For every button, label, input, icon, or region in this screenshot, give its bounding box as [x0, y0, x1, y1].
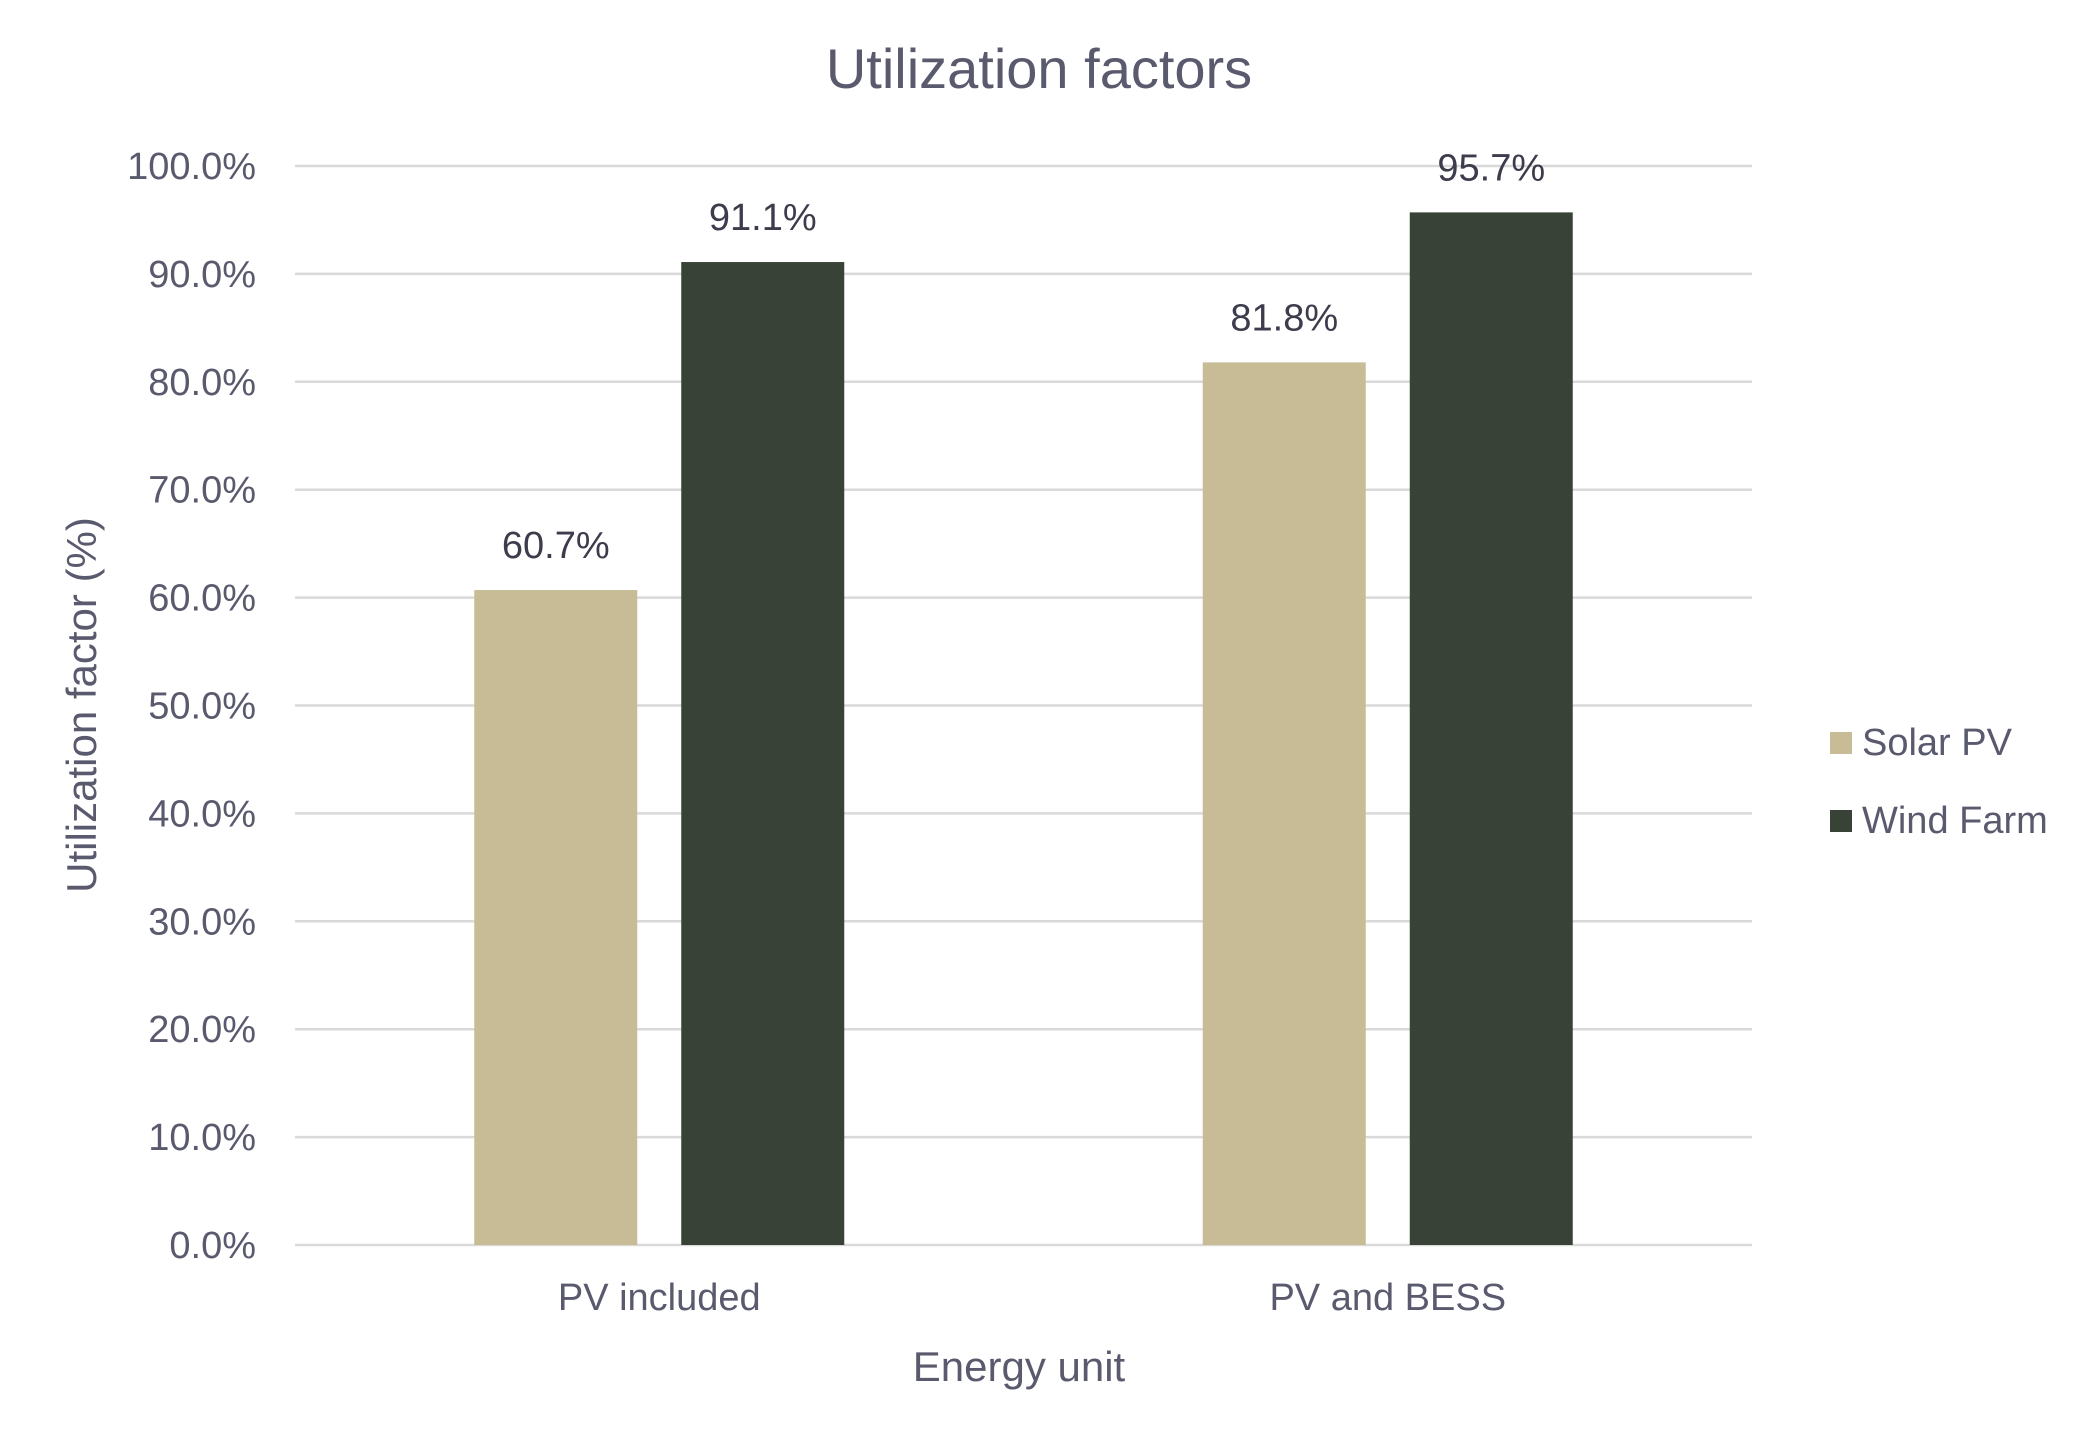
legend-label: Wind Farm	[1862, 800, 2048, 842]
y-axis-label: Utilization factor (%)	[58, 517, 105, 893]
y-tick-label: 30.0%	[148, 901, 256, 943]
y-tick-label: 0.0%	[169, 1225, 256, 1267]
y-tick-label: 80.0%	[148, 362, 256, 404]
data-labels: 60.7% 91.1% 81.8% 95.7%	[502, 147, 1545, 567]
x-category-label: PV and BESS	[1269, 1277, 1506, 1319]
y-tick-label: 10.0%	[148, 1117, 256, 1159]
data-label: 81.8%	[1230, 297, 1338, 339]
data-label: 95.7%	[1437, 147, 1545, 189]
y-tick-label: 50.0%	[148, 686, 256, 728]
y-tick-label: 70.0%	[148, 470, 256, 512]
y-tick-label: 20.0%	[148, 1009, 256, 1051]
x-category-label: PV included	[558, 1277, 761, 1319]
bars	[474, 212, 1573, 1246]
y-tick-label: 90.0%	[148, 254, 256, 296]
legend-swatch	[1830, 810, 1852, 832]
bar-solar-pv	[474, 590, 638, 1245]
bar-wind-farm	[1409, 212, 1573, 1246]
y-tick-label: 100.0%	[127, 146, 256, 188]
bar-wind-farm	[681, 262, 845, 1245]
data-label: 91.1%	[709, 197, 817, 239]
y-tick-label: 60.0%	[148, 578, 256, 620]
data-label: 60.7%	[502, 525, 610, 567]
x-axis-label: Energy unit	[913, 1343, 1126, 1390]
chart-title: Utilization factors	[826, 37, 1252, 100]
x-axis-categories: PV included PV and BESS	[558, 1277, 1506, 1319]
legend-label: Solar PV	[1862, 722, 2013, 764]
legend-swatch	[1830, 732, 1852, 754]
y-tick-label: 40.0%	[148, 793, 256, 835]
y-axis-ticks: 0.0% 10.0% 20.0% 30.0% 40.0% 50.0% 60.0% 70.0% 8…	[127, 146, 256, 1267]
legend: Solar PV Wind Farm	[1830, 722, 2048, 842]
bar-solar-pv	[1202, 362, 1366, 1245]
